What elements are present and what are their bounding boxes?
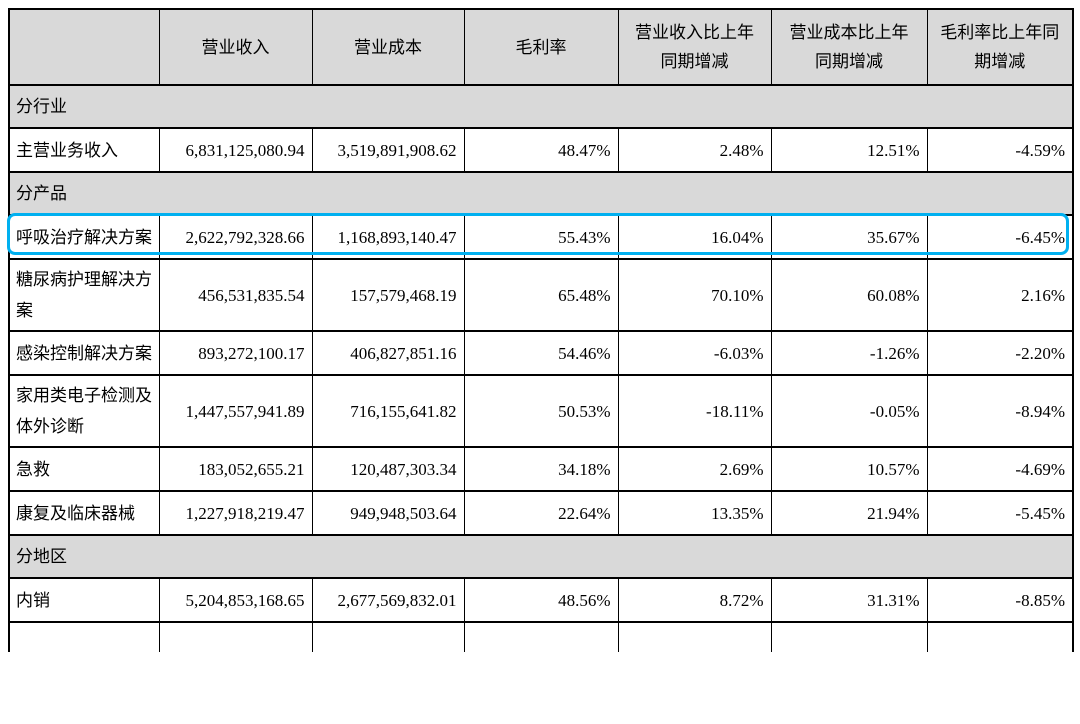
section-row: 分产品 bbox=[8, 171, 1074, 216]
value-cell: -4.69% bbox=[926, 446, 1074, 492]
section-row: 分地区 bbox=[8, 534, 1074, 579]
value-cell: 183,052,655.21 bbox=[158, 446, 313, 492]
value-cell: 157,579,468.19 bbox=[311, 258, 465, 332]
header-cell: 毛利率比上年同期增减 bbox=[926, 8, 1074, 86]
value-cell: 1,168,893,140.47 bbox=[311, 214, 465, 260]
value-cell: 8.72% bbox=[617, 577, 772, 623]
value-cell: 6,831,125,080.94 bbox=[158, 127, 313, 173]
value-cell: 1,447,557,941.89 bbox=[158, 374, 313, 448]
section-label: 分产品 bbox=[8, 171, 1074, 216]
value-cell: 2,622,792,328.66 bbox=[158, 214, 313, 260]
value-cell: 949,948,503.64 bbox=[311, 490, 465, 536]
row-label: 家用类电子检测及体外诊断 bbox=[8, 374, 160, 448]
value-cell: -5.45% bbox=[926, 490, 1074, 536]
value-cell: 2,677,569,832.01 bbox=[311, 577, 465, 623]
value-cell: 3,519,891,908.62 bbox=[311, 127, 465, 173]
value-cell bbox=[463, 621, 619, 652]
table-row: 感染控制解决方案 893,272,100.17 406,827,851.16 54.4… bbox=[8, 330, 1074, 376]
table-row: 康复及临床器械 1,227,918,219.47 949,948,503.64 22.… bbox=[8, 490, 1074, 536]
table-row-highlighted: 呼吸治疗解决方案 2,622,792,328.66 1,168,893,140.47… bbox=[8, 214, 1074, 260]
header-cell-blank bbox=[8, 8, 160, 86]
value-cell: 120,487,303.34 bbox=[311, 446, 465, 492]
table-row: 内销 5,204,853,168.65 2,677,569,832.01 48.56%… bbox=[8, 577, 1074, 623]
table-row: 主营业务收入 6,831,125,080.94 3,519,891,908.62 48… bbox=[8, 127, 1074, 173]
row-label: 糖尿病护理解决方案 bbox=[8, 258, 160, 332]
value-cell: 48.56% bbox=[463, 577, 619, 623]
table-row: 家用类电子检测及体外诊断 1,447,557,941.89 716,155,641.… bbox=[8, 374, 1074, 448]
value-cell: 456,531,835.54 bbox=[158, 258, 313, 332]
value-cell bbox=[617, 621, 772, 652]
table-body: 分行业 主营业务收入 6,831,125,080.94 3,519,891,908.6… bbox=[8, 84, 1074, 652]
value-cell: 34.18% bbox=[463, 446, 619, 492]
value-cell: 31.31% bbox=[770, 577, 928, 623]
value-cell: -4.59% bbox=[926, 127, 1074, 173]
value-cell: 716,155,641.82 bbox=[311, 374, 465, 448]
value-cell: 5,204,853,168.65 bbox=[158, 577, 313, 623]
header-cell: 毛利率 bbox=[463, 8, 619, 86]
section-label: 分地区 bbox=[8, 534, 1074, 579]
value-cell: -18.11% bbox=[617, 374, 772, 448]
section-row: 分行业 bbox=[8, 84, 1074, 129]
value-cell: 406,827,851.16 bbox=[311, 330, 465, 376]
table-row: 糖尿病护理解决方案 456,531,835.54 157,579,468.19 65.… bbox=[8, 258, 1074, 332]
header-cell: 营业成本 bbox=[311, 8, 465, 86]
value-cell: 893,272,100.17 bbox=[158, 330, 313, 376]
row-label: 内销 bbox=[8, 577, 160, 623]
value-cell: -2.20% bbox=[926, 330, 1074, 376]
row-label: 急救 bbox=[8, 446, 160, 492]
value-cell: -6.03% bbox=[617, 330, 772, 376]
value-cell: 65.48% bbox=[463, 258, 619, 332]
value-cell: 2.16% bbox=[926, 258, 1074, 332]
value-cell: 48.47% bbox=[463, 127, 619, 173]
value-cell: 1,227,918,219.47 bbox=[158, 490, 313, 536]
table-header: 营业收入 营业成本 毛利率 营业收入比上年同期增减 营业成本比上年同期增减 毛利率比上年同… bbox=[8, 8, 1074, 86]
row-label: 主营业务收入 bbox=[8, 127, 160, 173]
value-cell: 13.35% bbox=[617, 490, 772, 536]
value-cell: -8.85% bbox=[926, 577, 1074, 623]
value-cell bbox=[311, 621, 465, 652]
table-row: 急救 183,052,655.21 120,487,303.34 34.18% 2.69… bbox=[8, 446, 1074, 492]
value-cell: 10.57% bbox=[770, 446, 928, 492]
section-label: 分行业 bbox=[8, 84, 1074, 129]
financial-table-wrap: 营业收入 营业成本 毛利率 营业收入比上年同期增减 营业成本比上年同期增减 毛利率比上年同… bbox=[7, 8, 1074, 652]
value-cell: 54.46% bbox=[463, 330, 619, 376]
value-cell: 50.53% bbox=[463, 374, 619, 448]
value-cell: -8.94% bbox=[926, 374, 1074, 448]
partial-row bbox=[8, 621, 1074, 652]
value-cell: 16.04% bbox=[617, 214, 772, 260]
value-cell: -1.26% bbox=[770, 330, 928, 376]
value-cell: 35.67% bbox=[770, 214, 928, 260]
header-cell: 营业成本比上年同期增减 bbox=[770, 8, 928, 86]
row-label: 呼吸治疗解决方案 bbox=[8, 214, 160, 260]
row-label bbox=[8, 621, 160, 652]
value-cell: 55.43% bbox=[463, 214, 619, 260]
value-cell bbox=[158, 621, 313, 652]
value-cell bbox=[926, 621, 1074, 652]
value-cell: 2.48% bbox=[617, 127, 772, 173]
header-cell: 营业收入比上年同期增减 bbox=[617, 8, 772, 86]
value-cell bbox=[770, 621, 928, 652]
value-cell: 22.64% bbox=[463, 490, 619, 536]
header-row: 营业收入 营业成本 毛利率 营业收入比上年同期增减 营业成本比上年同期增减 毛利率比上年同… bbox=[8, 8, 1074, 86]
value-cell: 70.10% bbox=[617, 258, 772, 332]
financial-table: 营业收入 营业成本 毛利率 营业收入比上年同期增减 营业成本比上年同期增减 毛利率比上年同… bbox=[8, 8, 1074, 652]
value-cell: 2.69% bbox=[617, 446, 772, 492]
row-label: 感染控制解决方案 bbox=[8, 330, 160, 376]
value-cell: -0.05% bbox=[770, 374, 928, 448]
value-cell: 21.94% bbox=[770, 490, 928, 536]
header-cell: 营业收入 bbox=[158, 8, 313, 86]
value-cell: 60.08% bbox=[770, 258, 928, 332]
value-cell: 12.51% bbox=[770, 127, 928, 173]
row-label: 康复及临床器械 bbox=[8, 490, 160, 536]
value-cell: -6.45% bbox=[926, 214, 1074, 260]
